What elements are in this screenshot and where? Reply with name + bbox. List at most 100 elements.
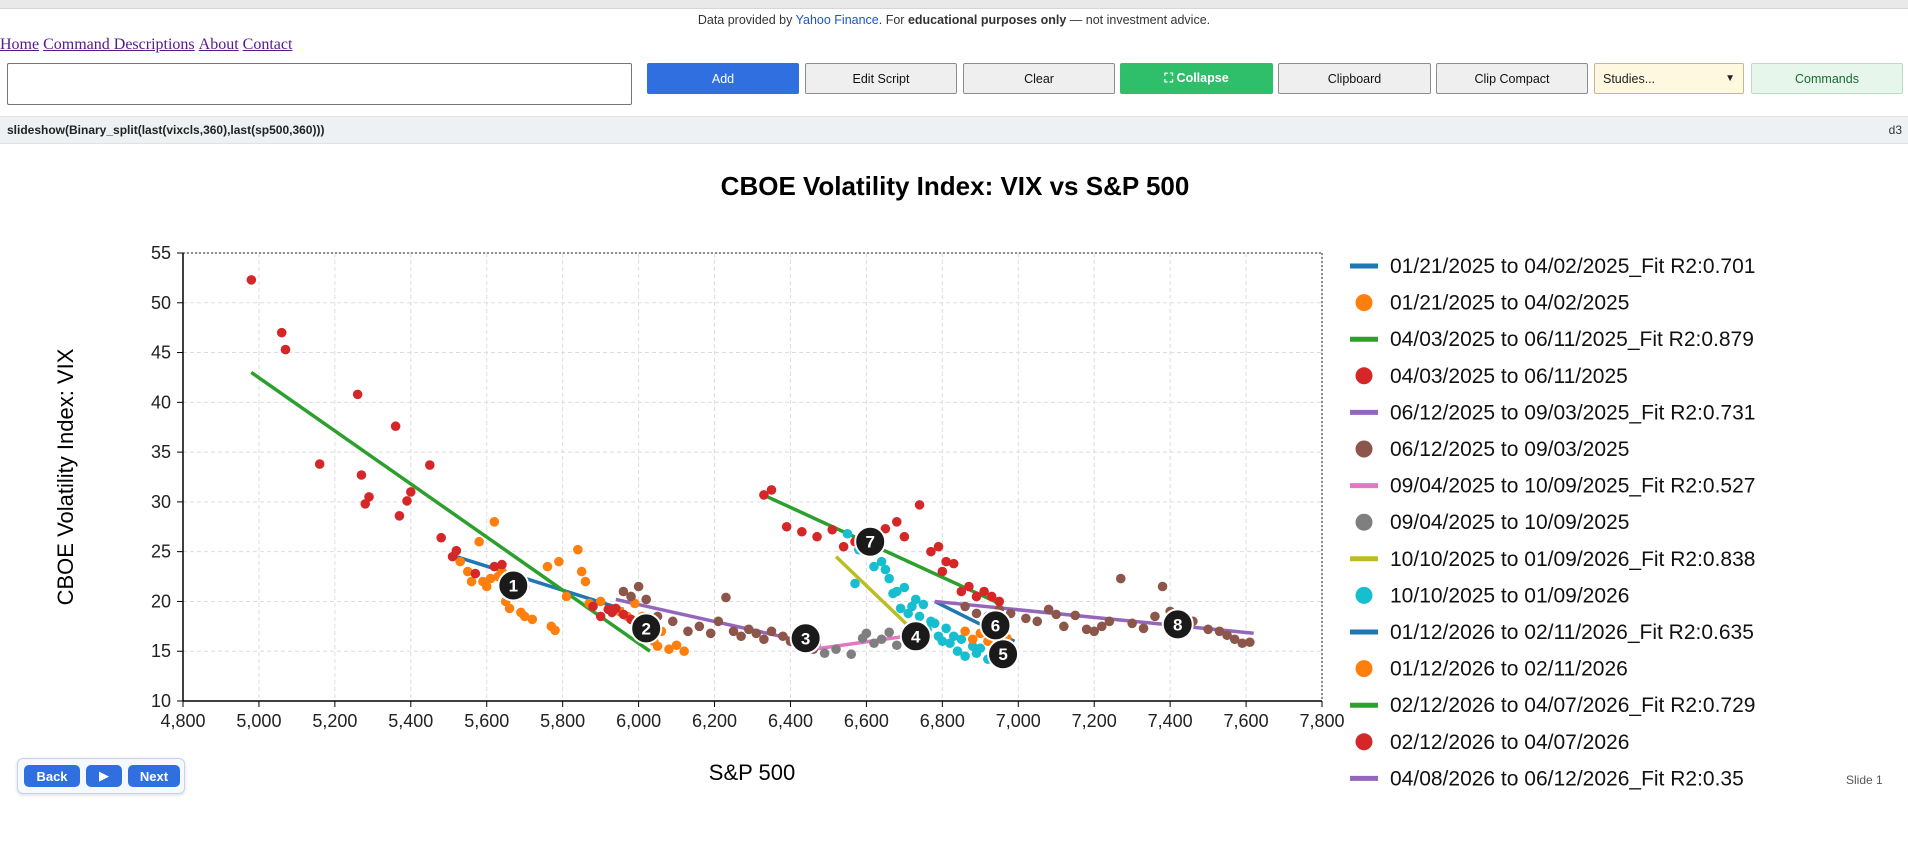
data-point [436,532,446,543]
slideshow-controls: Back ▶ Next [17,758,185,794]
play-button[interactable]: ▶ [86,765,122,787]
data-point [542,561,553,572]
data-point [664,644,674,655]
data-point [451,545,462,556]
collapse-button[interactable]: ⛶ Collapse [1120,63,1273,94]
legend-entry-label: 02/12/2026 to 04/07/2026_Fit R2:0.729 [1390,694,1755,717]
data-point [975,643,986,654]
x-tick-label: 5,200 [312,711,357,731]
y-axis-label: CBOE Volatility Index: VIX [53,348,78,605]
data-point [967,634,978,645]
data-point [812,531,822,542]
data-point [1051,609,1062,620]
script-text: slideshow(Binary_split(last(vixcls,360),… [7,123,325,137]
x-tick-label: 7,000 [996,711,1041,731]
x-tick-label: 7,200 [1072,711,1117,731]
data-point [705,628,716,639]
notice-bold: educational purposes only [907,13,1067,27]
x-tick-label: 6,600 [844,711,889,731]
data-point [831,644,841,655]
edit-script-button[interactable]: Edit Script [805,63,957,94]
data-point [979,586,989,597]
data-point [842,528,853,539]
legend-entry-label: 01/21/2025 to 04/02/2025 [1390,292,1629,315]
data-point [504,603,515,614]
clipboard-button[interactable]: Clipboard [1278,63,1431,94]
y-tick-label: 30 [151,492,171,512]
data-point [960,651,970,661]
data-point [652,641,663,652]
legend-entry-label: 04/03/2025 to 06/11/2025_Fit R2:0.879 [1390,328,1754,351]
nav-home-link[interactable]: Home [0,36,40,53]
x-tick-label: 6,000 [616,711,661,731]
data-point [971,591,982,602]
add-button[interactable]: Add [647,63,799,94]
data-point [728,626,739,637]
data-point [246,275,257,285]
data-point [489,517,500,527]
notice-source-link[interactable]: Yahoo Finance [795,13,879,27]
data-point [1237,638,1248,649]
data-point [766,485,777,495]
slide-marker [899,620,932,653]
data-point [869,561,879,572]
nav-about-link[interactable]: About [198,36,239,53]
engine-label: d3 [1888,123,1902,137]
data-point [618,586,629,597]
data-point [424,460,435,470]
clip-compact-button[interactable]: Clip Compact [1436,63,1588,94]
studies-select[interactable]: Studies... ▼ [1594,63,1744,94]
data-point [743,624,754,635]
legend-entry-label: 02/12/2026 to 04/07/2026 [1390,731,1629,754]
data-point [527,614,538,625]
slide-marker [1161,608,1194,641]
slide-marker [630,612,663,645]
legend-entry-label: 06/12/2025 to 09/03/2025_Fit R2:0.731 [1390,401,1755,424]
fit-line [834,555,914,631]
data-notice: Data provided by Yahoo Finance. For educ… [0,13,1908,27]
data-point [960,626,970,637]
data-point [797,526,807,537]
x-tick-label: 6,800 [920,711,965,731]
data-point [1245,637,1255,648]
slide-marker-label: 8 [1173,615,1182,634]
commands-button[interactable]: Commands [1751,63,1903,94]
data-point [588,601,598,612]
data-point [667,616,678,627]
data-point [869,638,879,649]
data-point [314,459,325,469]
data-point [470,568,481,579]
data-point [994,596,1005,607]
y-tick-label: 20 [151,591,171,611]
data-point [671,640,682,651]
nav-command-descriptions-link[interactable]: Command Descriptions [43,36,195,53]
data-point [1070,610,1081,621]
legend-entry-label: 01/21/2025 to 04/02/2025_Fit R2:0.701 [1390,255,1755,278]
data-point [1089,626,1099,637]
data-point [485,573,496,584]
data-point [751,628,762,639]
data-point [519,611,530,622]
next-button[interactable]: Next [128,765,180,787]
slide-marker-label: 7 [865,533,874,552]
nav-contact-link[interactable]: Contact [242,36,293,53]
data-point [481,581,492,592]
command-input[interactable] [7,63,632,105]
data-point [462,566,473,577]
data-point [899,582,910,593]
data-point [1127,618,1137,629]
chevron-down-icon: ▼ [1725,73,1735,84]
data-point [402,496,412,506]
clear-button[interactable]: Clear [963,63,1115,94]
slide-marker-label: 4 [911,627,921,646]
data-point [497,559,507,570]
data-point [406,487,416,497]
data-point [891,586,902,597]
back-button[interactable]: Back [24,765,80,787]
data-point [611,603,621,614]
data-point [474,536,484,547]
data-point [933,541,944,552]
data-point [641,594,651,605]
x-tick-label: 7,400 [1148,711,1193,731]
slide-marker [789,622,822,655]
